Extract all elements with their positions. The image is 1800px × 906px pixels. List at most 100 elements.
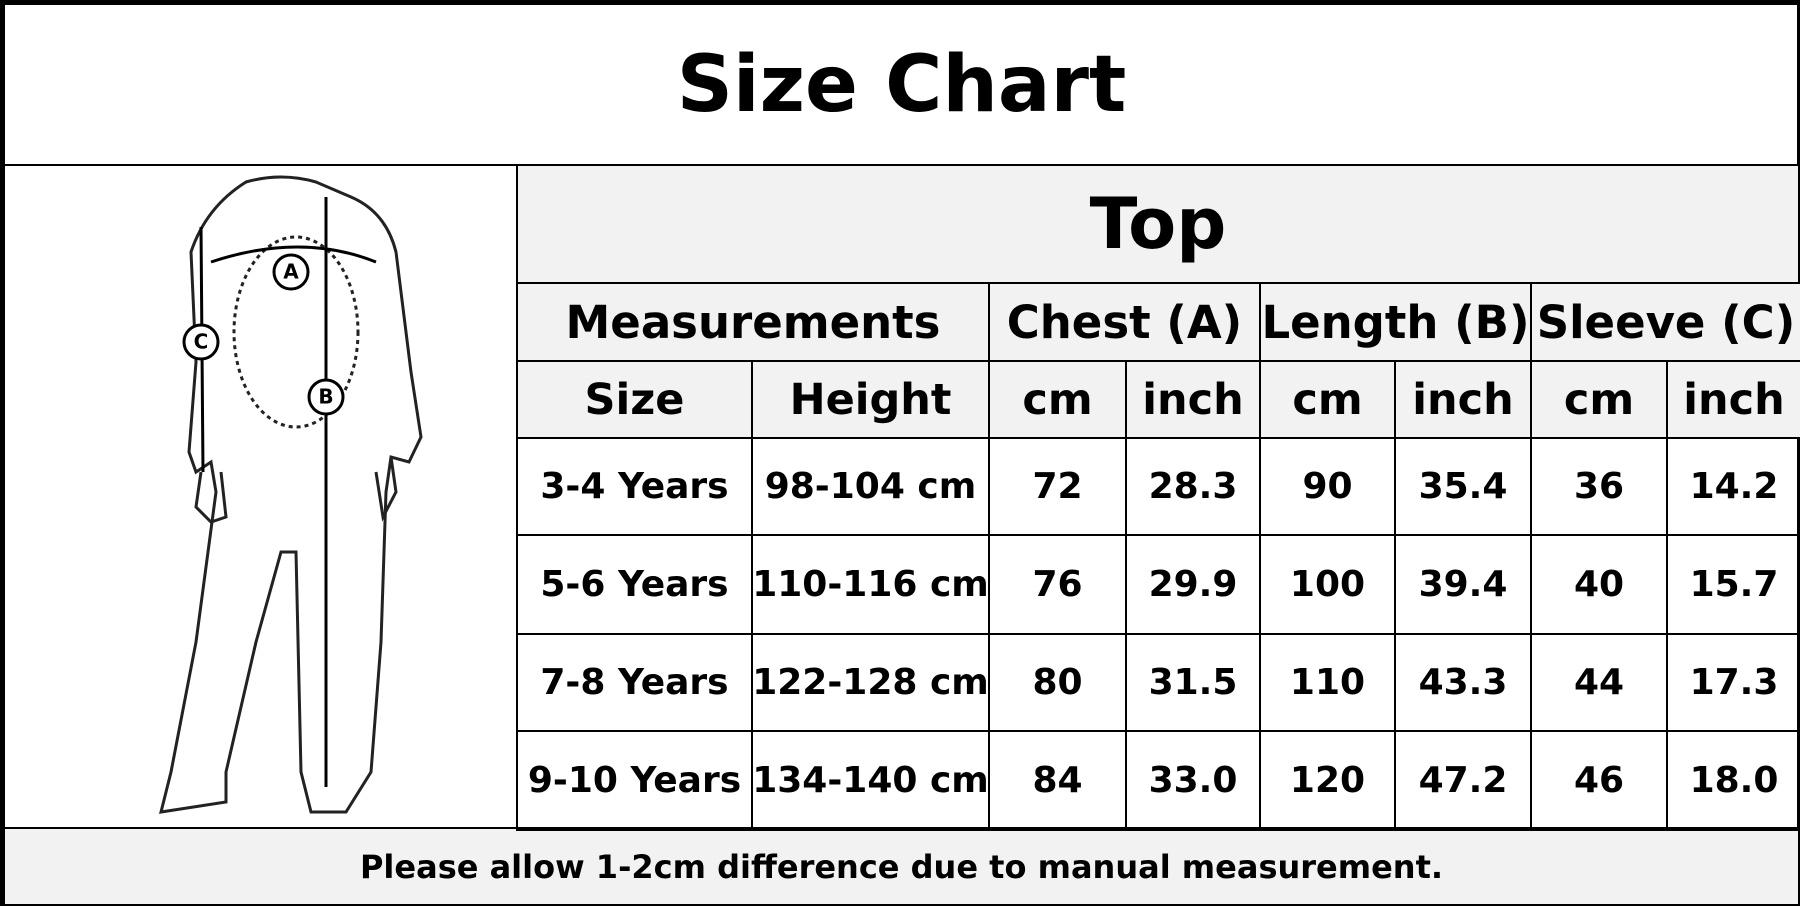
table-cell: 18.0 <box>1666 730 1800 831</box>
table-cell: 100 <box>1259 534 1396 635</box>
table-cell-text: 43.3 <box>1418 662 1508 703</box>
label-a: A <box>272 253 309 290</box>
table-cell: 134-140 cm <box>751 730 990 831</box>
label-c: C <box>182 323 219 360</box>
label-c-text: C <box>193 329 208 353</box>
table-cell-text: 76 <box>1032 564 1083 605</box>
table-cell-text: 72 <box>1032 466 1083 507</box>
table-cell-text: 80 <box>1032 662 1083 703</box>
page-title: Size Chart <box>3 3 1800 166</box>
table-cell-text: 15.7 <box>1689 564 1779 605</box>
table-cell-text: 36 <box>1573 466 1625 507</box>
column-header-text: inch <box>1683 374 1785 425</box>
footer-text: Please allow 1-2cm difference due to man… <box>359 847 1444 886</box>
table-cell: 98-104 cm <box>751 437 990 536</box>
table-cell-text: 29.9 <box>1148 564 1238 605</box>
label-b-text: B <box>318 384 333 408</box>
title-text: Size Chart <box>676 39 1127 130</box>
group-header: Length (B) <box>1259 282 1532 362</box>
column-header: Size <box>516 360 753 439</box>
table-cell-text: 84 <box>1032 760 1083 801</box>
table-cell: 39.4 <box>1394 534 1532 635</box>
column-header-text: cm <box>1022 374 1093 425</box>
table-cell-text: 110 <box>1289 662 1366 703</box>
table-title: Top <box>516 164 1800 284</box>
table-cell: 110-116 cm <box>751 534 990 635</box>
column-header-text: cm <box>1292 374 1363 425</box>
table-cell: 46 <box>1530 730 1668 831</box>
column-header-text: inch <box>1412 374 1514 425</box>
table-cell-text: 39.4 <box>1418 564 1508 605</box>
table-cell-text: 40 <box>1573 564 1625 605</box>
table-cell-text: 14.2 <box>1689 466 1779 507</box>
table-cell: 14.2 <box>1666 437 1800 536</box>
column-header: Height <box>751 360 990 439</box>
table-cell-text: 46 <box>1573 760 1625 801</box>
table-cell: 120 <box>1259 730 1396 831</box>
label-b: B <box>307 378 344 415</box>
table-cell-text: 28.3 <box>1148 466 1238 507</box>
table-cell-text: 44 <box>1573 662 1625 703</box>
table-cell: 28.3 <box>1125 437 1261 536</box>
table-cell: 29.9 <box>1125 534 1261 635</box>
onesie-outline <box>158 175 423 814</box>
table-cell-text: 122-128 cm <box>752 662 989 703</box>
column-header: cm <box>988 360 1127 439</box>
table-cell: 122-128 cm <box>751 633 990 732</box>
table-cell: 17.3 <box>1666 633 1800 732</box>
table-cell: 35.4 <box>1394 437 1532 536</box>
column-header: inch <box>1666 360 1800 439</box>
table-cell: 40 <box>1530 534 1668 635</box>
table-cell-text: 18.0 <box>1689 760 1779 801</box>
group-header-text: Sleeve (C) <box>1536 295 1796 349</box>
label-a-text: A <box>283 259 299 283</box>
group-header: Measurements <box>516 282 990 362</box>
group-header: Sleeve (C) <box>1530 282 1800 362</box>
table-cell: 80 <box>988 633 1127 732</box>
table-cell-text: 5-6 Years <box>540 564 729 605</box>
table-cell-text: 9-10 Years <box>527 760 742 801</box>
table-cell: 72 <box>988 437 1127 536</box>
table-cell-text: 17.3 <box>1689 662 1779 703</box>
column-header: inch <box>1394 360 1532 439</box>
table-cell-text: 134-140 cm <box>752 760 989 801</box>
group-header-text: Measurements <box>565 295 941 349</box>
table-cell-text: 35.4 <box>1418 466 1508 507</box>
figure-panel: A B C <box>3 164 518 829</box>
table-cell-text: 47.2 <box>1418 760 1508 801</box>
table-cell-text: 98-104 cm <box>764 466 977 507</box>
table-cell-text: 31.5 <box>1148 662 1238 703</box>
group-header: Chest (A) <box>988 282 1261 362</box>
table-cell-text: 90 <box>1302 466 1353 507</box>
column-header-text: Height <box>789 374 952 425</box>
table-cell: 3-4 Years <box>516 437 753 536</box>
table-cell-text: 110-116 cm <box>752 564 989 605</box>
table-cell-text: 100 <box>1289 564 1366 605</box>
table-cell: 7-8 Years <box>516 633 753 732</box>
garment-figure: A B C <box>158 175 423 814</box>
group-header-text: Length (B) <box>1261 295 1530 349</box>
table-cell: 31.5 <box>1125 633 1261 732</box>
footer-note: Please allow 1-2cm difference due to man… <box>3 827 1800 906</box>
column-header: cm <box>1530 360 1668 439</box>
table-cell: 15.7 <box>1666 534 1800 635</box>
table-title-text: Top <box>1089 183 1227 265</box>
table-cell-text: 33.0 <box>1148 760 1238 801</box>
column-header-text: inch <box>1142 374 1244 425</box>
table-cell: 33.0 <box>1125 730 1261 831</box>
table-cell: 110 <box>1259 633 1396 732</box>
table-cell: 43.3 <box>1394 633 1532 732</box>
table-cell: 5-6 Years <box>516 534 753 635</box>
table-cell: 76 <box>988 534 1127 635</box>
table-cell: 36 <box>1530 437 1668 536</box>
table-cell-text: 3-4 Years <box>540 466 729 507</box>
table-cell: 90 <box>1259 437 1396 536</box>
table-cell-text: 7-8 Years <box>540 662 729 703</box>
table-cell: 44 <box>1530 633 1668 732</box>
group-header-text: Chest (A) <box>1006 295 1243 349</box>
column-header: inch <box>1125 360 1261 439</box>
column-header-text: Size <box>584 374 685 425</box>
table-cell: 9-10 Years <box>516 730 753 831</box>
table-cell-text: 120 <box>1289 760 1366 801</box>
